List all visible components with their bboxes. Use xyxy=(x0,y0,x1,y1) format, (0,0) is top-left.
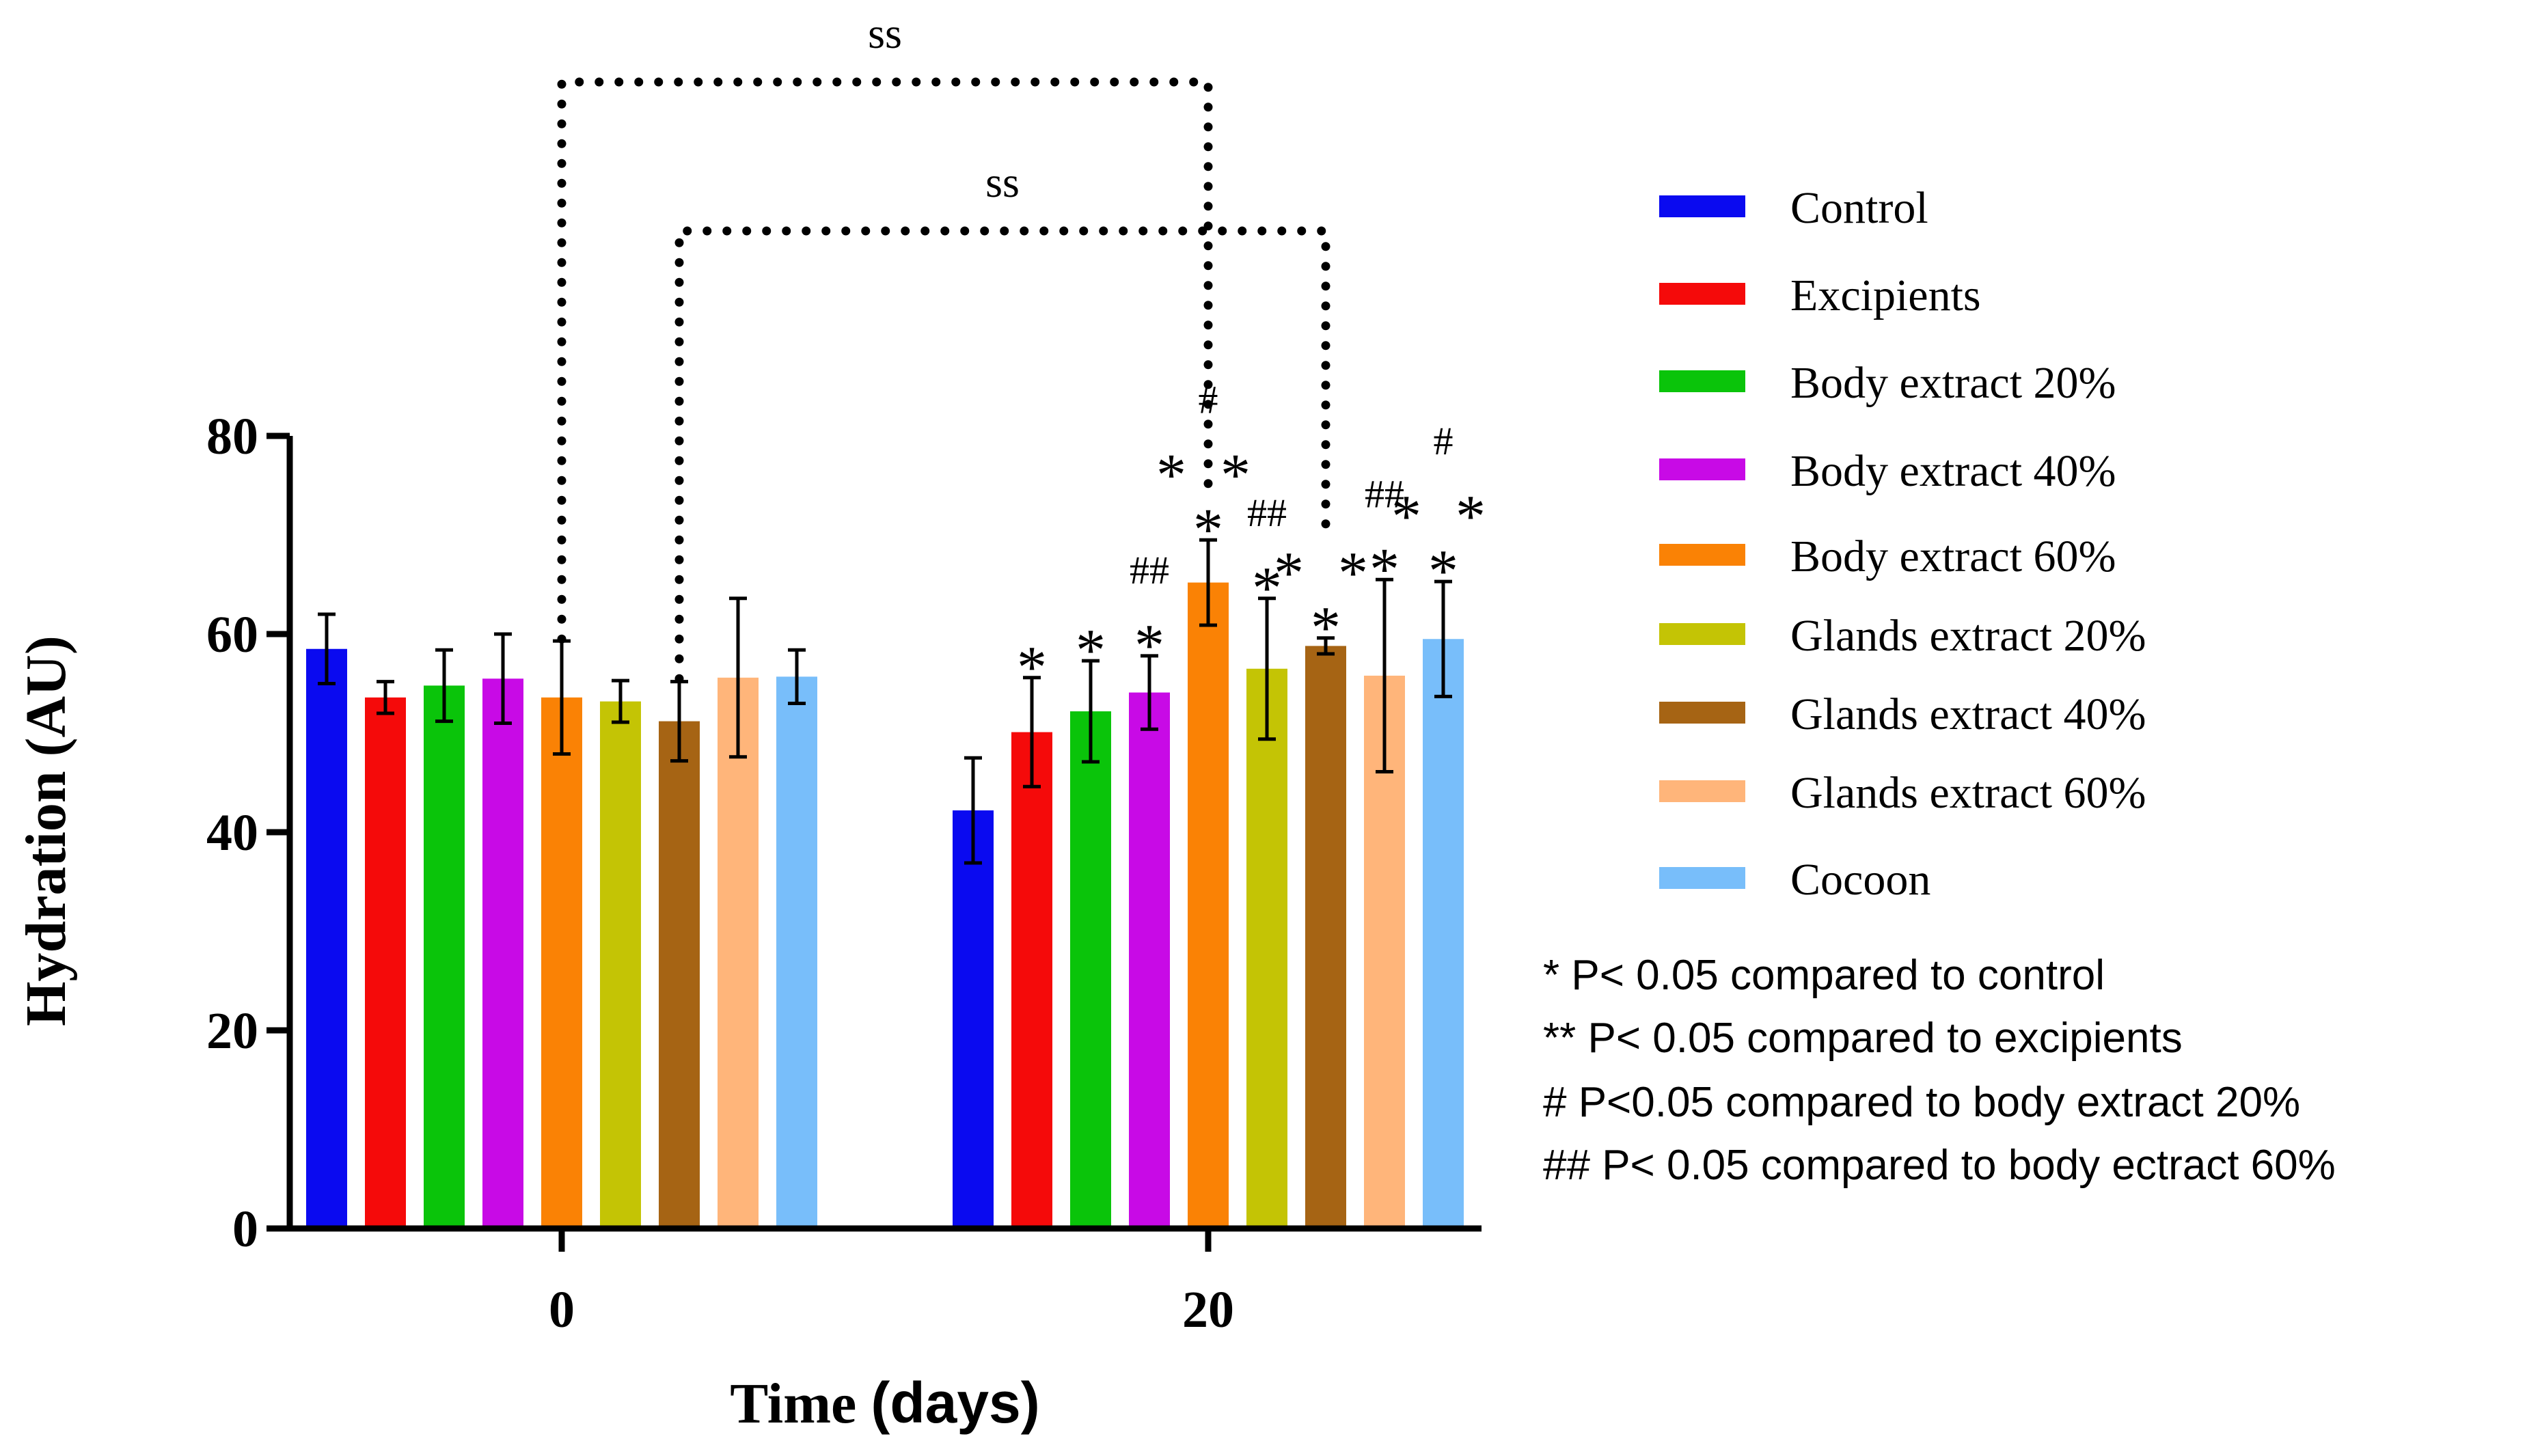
legend-item: Body extract 20% xyxy=(1659,358,2116,408)
significance-marks: * *##*#* ** ##** **##*#* ** xyxy=(1017,377,1495,701)
significance-bracket xyxy=(557,77,1213,644)
bar xyxy=(718,677,759,1228)
asterisk-mark: * xyxy=(1134,613,1164,679)
asterisk-mark: * xyxy=(1428,538,1458,605)
legend-swatch xyxy=(1659,623,1745,645)
legend-swatch xyxy=(1659,544,1745,566)
y-tick-label: 20 xyxy=(206,1002,258,1060)
asterisk-mark: * xyxy=(1193,497,1223,563)
bar xyxy=(424,685,465,1228)
legend-item: Excipients xyxy=(1659,271,1981,320)
footnote: ** P< 0.05 compared to excipients xyxy=(1543,1015,2183,1062)
legend-label: Body extract 20% xyxy=(1790,358,2116,408)
legend-item: Glands extract 20% xyxy=(1659,611,2146,661)
asterisk-mark: * xyxy=(1252,555,1282,622)
legend-label: Glands extract 20% xyxy=(1790,611,2146,661)
footnote: # P<0.05 compared to body extract 20% xyxy=(1543,1079,2300,1126)
bar-marks xyxy=(306,582,1464,1228)
asterisk-mark: * xyxy=(1311,595,1341,661)
bar xyxy=(953,810,994,1228)
legend-swatch xyxy=(1659,702,1745,724)
legend: Control Excipients Body extract 20% Body ex… xyxy=(1659,183,2146,905)
legend-swatch xyxy=(1659,370,1745,392)
legend-label: Glands extract 40% xyxy=(1790,689,2146,739)
legend-swatch xyxy=(1659,867,1745,889)
y-axis-title: Hydration (AU) xyxy=(14,635,78,1026)
y-tick-label: 0 xyxy=(232,1200,258,1258)
legend-swatch xyxy=(1659,195,1745,217)
bar xyxy=(1423,639,1464,1228)
footnote: ## P< 0.05 compared to body ectract 60% xyxy=(1543,1142,2336,1189)
legend-swatch xyxy=(1659,458,1745,480)
hash-mark: ## xyxy=(1130,548,1169,592)
legend-label: Body extract 40% xyxy=(1790,446,2116,496)
bracket-label: ss xyxy=(868,9,902,57)
hash-mark: # xyxy=(1434,419,1453,463)
bar xyxy=(600,701,641,1228)
bar xyxy=(1129,692,1170,1228)
bar xyxy=(1188,582,1229,1228)
bar xyxy=(1246,668,1287,1228)
legend-item: Cocoon xyxy=(1659,855,1930,905)
legend-item: Glands extract 60% xyxy=(1659,768,2146,818)
x-tick-label: 20 xyxy=(1182,1281,1234,1338)
hash-mark: ## xyxy=(1365,471,1404,516)
legend-label: Body extract 60% xyxy=(1790,532,2116,581)
legend-swatch xyxy=(1659,283,1745,305)
y-tick-label: 80 xyxy=(206,408,258,465)
bracket-label: ss xyxy=(985,158,1020,206)
legend-item: Body extract 40% xyxy=(1659,446,2116,496)
legend-label: Control xyxy=(1790,183,1928,233)
legend-label: Excipients xyxy=(1790,271,1981,320)
asterisk-mark: * xyxy=(1369,536,1400,603)
hash-mark: ## xyxy=(1247,491,1287,535)
x-tick-label: 0 xyxy=(549,1281,575,1338)
footnotes: * P< 0.05 compared to control ** P< 0.05 … xyxy=(1543,952,2336,1189)
legend-item: Control xyxy=(1659,183,1928,233)
asterisk-mark: * * xyxy=(1156,442,1260,508)
asterisk-mark: * xyxy=(1076,618,1106,684)
legend-swatch xyxy=(1659,780,1745,802)
x-ticks: 0 20 xyxy=(549,1228,1234,1338)
x-axis-title-days: (days) xyxy=(871,1371,1039,1435)
legend-item: Body extract 60% xyxy=(1659,532,2116,581)
bar xyxy=(482,678,523,1228)
bar xyxy=(541,697,582,1228)
hash-mark: # xyxy=(1199,377,1218,422)
asterisk-mark: * * xyxy=(1391,484,1495,550)
legend-item: Glands extract 40% xyxy=(1659,689,2146,739)
y-tick-label: 40 xyxy=(206,804,258,862)
bar xyxy=(365,697,406,1228)
bar xyxy=(776,676,817,1228)
legend-label: Cocoon xyxy=(1790,855,1930,905)
y-ticks: 0 20 40 60 80 xyxy=(206,408,290,1258)
legend-label: Glands extract 60% xyxy=(1790,768,2146,818)
asterisk-mark: * * xyxy=(1274,540,1378,607)
y-tick-label: 60 xyxy=(206,606,258,663)
x-axis-title-time: Time xyxy=(730,1372,871,1436)
axes: 0 20 40 60 80 0 20 xyxy=(206,408,1482,1338)
bar xyxy=(659,721,700,1228)
bar xyxy=(1070,711,1111,1228)
asterisk-mark: * xyxy=(1017,635,1047,701)
bar xyxy=(1305,646,1346,1228)
bar xyxy=(306,648,347,1228)
bar xyxy=(1011,732,1052,1228)
significance-bracket xyxy=(674,226,1330,683)
x-axis-title: Time (days) xyxy=(730,1371,1040,1436)
error-bars xyxy=(318,538,1452,865)
footnote: * P< 0.05 compared to control xyxy=(1543,952,2105,999)
significance-brackets: ss ss xyxy=(557,9,1330,683)
